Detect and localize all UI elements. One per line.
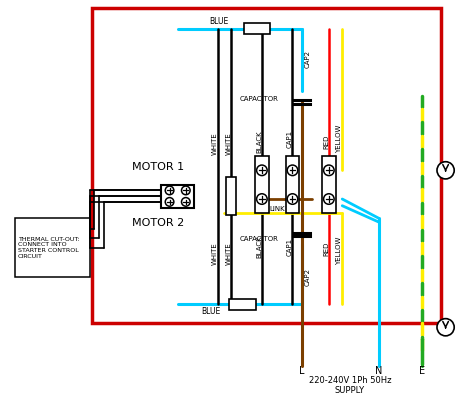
Text: L: L: [299, 366, 305, 376]
Bar: [91, 8, 441, 324]
Circle shape: [437, 162, 454, 179]
Bar: [286, 156, 299, 213]
Text: BLACK: BLACK: [256, 236, 262, 258]
Text: LINK: LINK: [269, 206, 285, 211]
Bar: [322, 156, 336, 213]
Circle shape: [324, 165, 334, 175]
Text: CAP2: CAP2: [305, 50, 311, 69]
Text: CAP1: CAP1: [287, 238, 292, 256]
Text: THERMAL CUT-OUT:
CONNECT INTO
STARTER CONTROL
CIRCUIT: THERMAL CUT-OUT: CONNECT INTO STARTER CO…: [18, 237, 80, 259]
Text: WHITE: WHITE: [226, 132, 231, 155]
Text: WHITE: WHITE: [212, 242, 218, 265]
Circle shape: [324, 194, 334, 204]
Circle shape: [256, 165, 267, 175]
Circle shape: [437, 319, 454, 336]
Text: RED: RED: [323, 134, 329, 149]
Text: WHITE: WHITE: [226, 242, 231, 265]
Text: 220-240V 1Ph 50Hz
SUPPLY: 220-240V 1Ph 50Hz SUPPLY: [309, 376, 391, 396]
Circle shape: [287, 194, 298, 204]
Circle shape: [182, 198, 190, 206]
Text: RED: RED: [323, 242, 329, 256]
Text: CAPACITOR: CAPACITOR: [239, 236, 278, 242]
Circle shape: [182, 186, 190, 195]
Circle shape: [287, 165, 298, 175]
Text: MOTOR 1: MOTOR 1: [132, 162, 184, 172]
Bar: [229, 299, 256, 310]
Text: N: N: [375, 366, 383, 376]
Text: CAP2: CAP2: [305, 268, 311, 286]
Text: WHITE: WHITE: [212, 132, 218, 155]
Text: CAPACITOR: CAPACITOR: [239, 95, 278, 101]
Bar: [162, 185, 194, 208]
Bar: [255, 156, 269, 213]
Bar: [15, 218, 90, 278]
Text: YELLOW: YELLOW: [337, 125, 342, 153]
Text: BLUE: BLUE: [201, 307, 221, 316]
Bar: [227, 177, 236, 215]
Bar: [244, 23, 271, 34]
Text: BLACK: BLACK: [256, 130, 262, 153]
Circle shape: [165, 186, 174, 195]
Text: CAP1: CAP1: [287, 129, 292, 148]
Circle shape: [256, 194, 267, 204]
Text: BLUE: BLUE: [209, 17, 228, 26]
Circle shape: [165, 198, 174, 206]
Text: E: E: [419, 366, 425, 376]
Text: MOTOR 2: MOTOR 2: [132, 218, 185, 228]
Text: YELLOW: YELLOW: [337, 236, 342, 265]
